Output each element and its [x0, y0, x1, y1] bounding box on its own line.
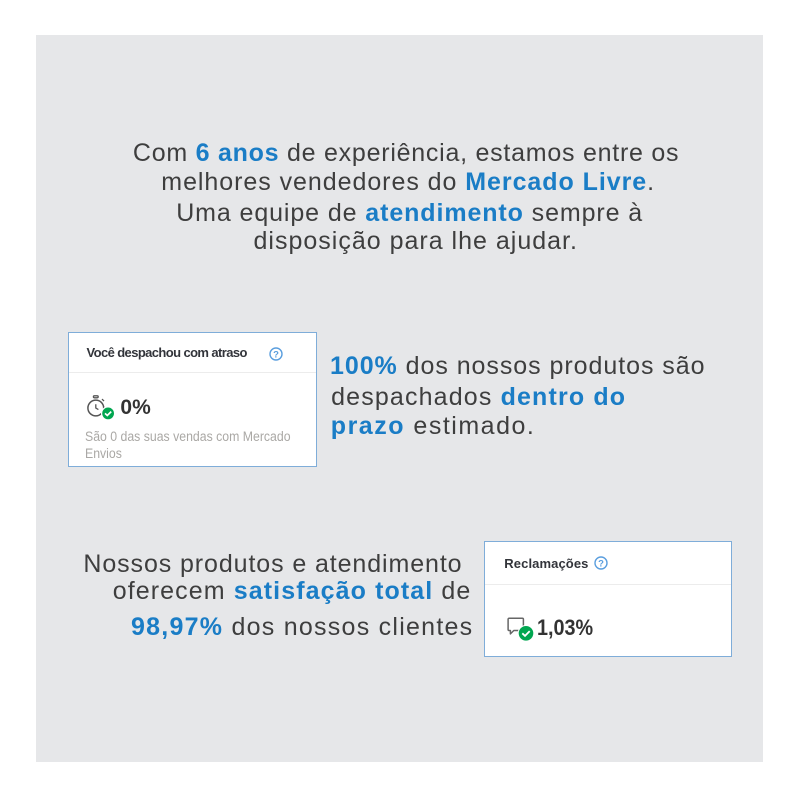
svg-text:?: ? [273, 349, 279, 360]
svg-text:?: ? [598, 558, 604, 569]
